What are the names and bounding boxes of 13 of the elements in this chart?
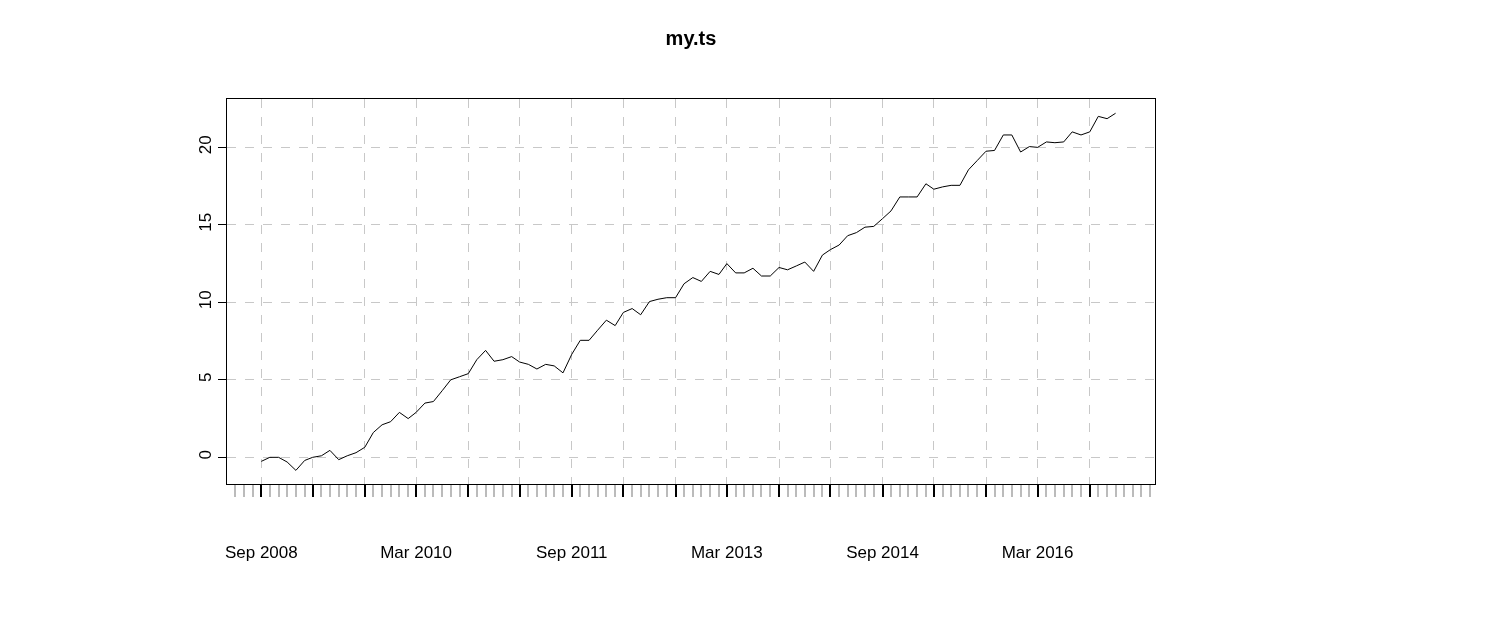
- line-series: [260, 112, 1117, 471]
- x-tick-label: Sep 2008: [224, 542, 298, 562]
- y-tick-label: 0: [196, 450, 216, 460]
- y-tick-label: 20: [196, 135, 216, 155]
- x-tick-label: Mar 2010: [380, 542, 453, 562]
- x-tick-label: Mar 2016: [1001, 542, 1074, 562]
- x-tick-label: Mar 2013: [690, 542, 763, 562]
- x-tick-label: Sep 2014: [846, 542, 919, 562]
- x-tick-label: Sep 2011: [536, 542, 608, 562]
- chart-title: my.ts: [665, 27, 717, 49]
- y-tick-label: 15: [196, 212, 216, 232]
- y-tick-label: 10: [196, 290, 216, 310]
- y-tick-label: 5: [196, 372, 216, 383]
